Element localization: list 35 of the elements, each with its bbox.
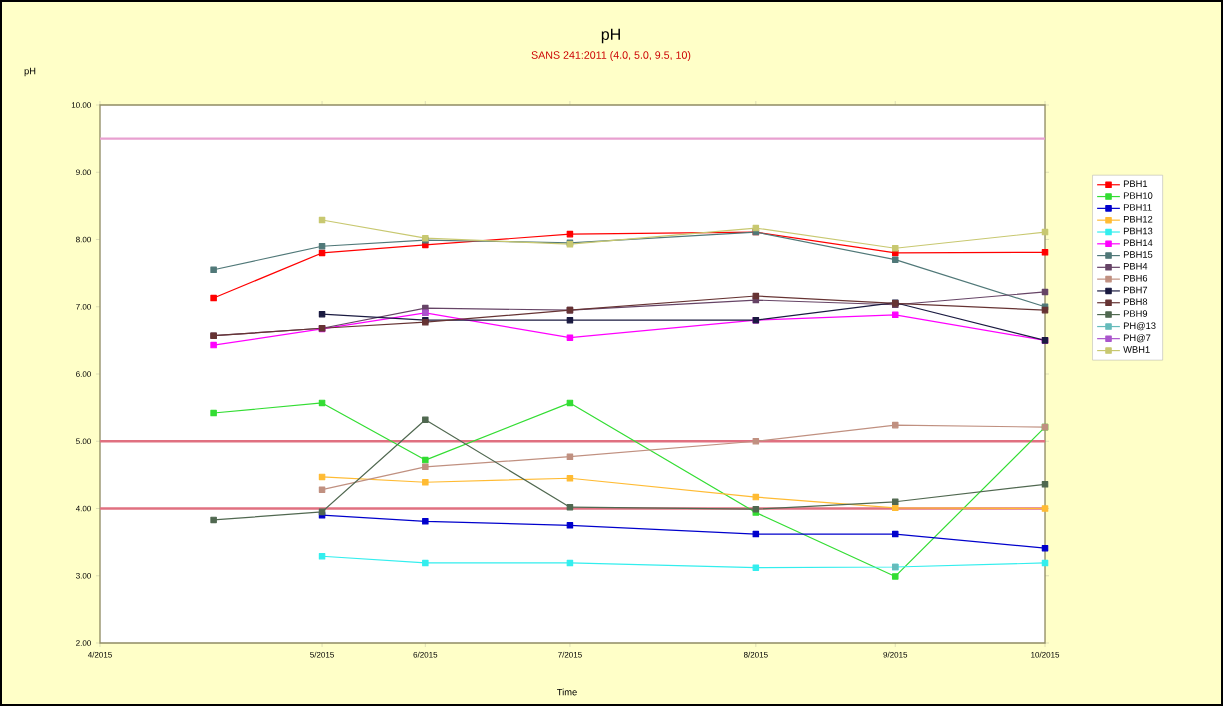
y-tick-label: 3.00 xyxy=(76,572,91,579)
chart-subtitle: SANS 241:2011 (4.0, 5.0, 9.5, 10) xyxy=(531,51,691,61)
y-tick-label: 2.00 xyxy=(76,640,91,646)
y-axis-title: pH xyxy=(24,67,36,77)
x-tick-label: 6/2015 xyxy=(413,651,438,658)
legend-label: PBH14 xyxy=(1123,239,1153,247)
legend-label: PBH4 xyxy=(1123,263,1148,270)
x-tick-label: 8/2015 xyxy=(743,651,768,658)
x-tick-label: 5/2015 xyxy=(310,651,334,658)
legend-label: PBH1 xyxy=(1123,180,1148,187)
y-tick-label: 7.00 xyxy=(76,303,91,310)
legend-label: PBH13 xyxy=(1123,227,1153,235)
y-tick-label: 9.00 xyxy=(76,169,91,176)
legend-label: PH@13 xyxy=(1123,322,1156,331)
x-tick-label: 7/2015 xyxy=(558,651,582,658)
x-tick-label: 10/2015 xyxy=(1031,651,1060,658)
x-axis-title: Time xyxy=(557,688,577,696)
y-tick-label: 10.00 xyxy=(71,102,91,108)
legend-label: PBH11 xyxy=(1123,204,1152,211)
y-tick-label: 4.00 xyxy=(75,505,91,512)
x-tick-label: 4/2015 xyxy=(87,651,112,658)
legend-label: PBH10 xyxy=(1123,192,1153,199)
legend-label: PBH9 xyxy=(1123,310,1148,317)
legend-label: PBH12 xyxy=(1123,215,1153,223)
legend-label: WBH1 xyxy=(1123,346,1150,353)
legend-label: PH@7 xyxy=(1123,334,1151,343)
x-tick-label: 9/2015 xyxy=(883,651,908,658)
chart-title: pH xyxy=(601,28,620,44)
y-tick-label: 8.00 xyxy=(76,236,91,243)
y-tick-label: 5.00 xyxy=(76,438,91,445)
legend-label: PBH7 xyxy=(1123,286,1148,294)
legend-label: PBH6 xyxy=(1123,274,1148,282)
y-tick-label: 6.00 xyxy=(76,371,91,377)
legend-label: PBH15 xyxy=(1123,251,1153,258)
legend-label: PBH8 xyxy=(1123,298,1148,306)
